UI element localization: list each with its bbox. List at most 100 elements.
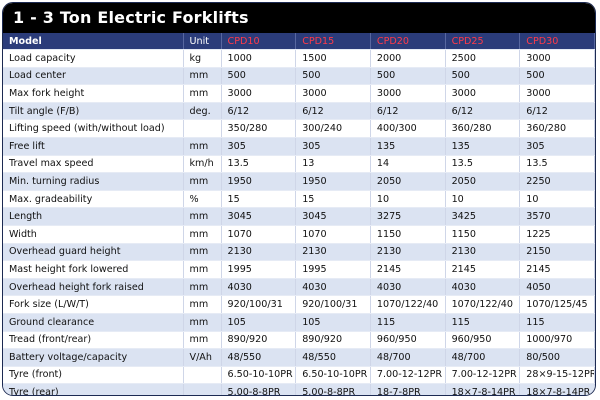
spec-value: 2000 (370, 49, 446, 68)
spec-value: 115 (370, 313, 446, 332)
table-row: Length mm 3045 3045 3275 3425 3570 (3, 207, 595, 226)
spec-sheet: 1 - 3 Ton Electric Forklifts Model Unit … (2, 2, 596, 396)
spec-value: 3425 (445, 207, 521, 226)
table-row: Battery voltage/capacity V/Ah 48/550 48/550… (3, 348, 595, 367)
spec-value: 960/950 (445, 331, 521, 350)
spec-value: 6.50-10-10PR (295, 366, 371, 385)
table-row: Lifting speed (with/without load) 350/280… (3, 119, 595, 138)
spec-value: 1070/125/45 (519, 295, 595, 314)
spec-value: 360/280 (519, 119, 595, 138)
spec-value: 2500 (445, 49, 521, 68)
spec-unit: V/Ah (183, 348, 222, 367)
table-row: Tyre (front) 6.50-10-10PR 6.50-10-10PR 7.00… (3, 366, 595, 385)
spec-unit: mm (183, 84, 222, 103)
spec-value: 890/920 (221, 331, 297, 350)
spec-value: 4030 (221, 278, 297, 297)
table-row: Max fork height mm 3000 3000 3000 3000 3000 (3, 84, 595, 103)
spec-value: 305 (221, 137, 297, 156)
table-row: Mast height fork lowered mm 1995 1995 2145 21… (3, 260, 595, 279)
spec-value: 28×9-15-12PR (519, 366, 595, 385)
table-row: Travel max speed km/h 13.5 13 14 13.5 13.5 (3, 155, 595, 174)
spec-value: 960/950 (370, 331, 446, 350)
spec-value: 6/12 (519, 102, 595, 121)
spec-value: 105 (221, 313, 297, 332)
spec-value: 3000 (519, 84, 595, 103)
model-column-header: CPD15 (295, 33, 371, 50)
table-row: Min. turning radius mm 1950 1950 2050 2050 225… (3, 172, 595, 191)
model-header: Model (3, 33, 184, 50)
spec-value: 2250 (519, 172, 595, 191)
spec-value: 920/100/31 (221, 295, 297, 314)
spec-value: 2130 (370, 243, 446, 262)
spec-value: 2130 (445, 243, 521, 262)
spec-value: 1000 (221, 49, 297, 68)
table-row: Overhead height fork raised mm 4030 4030 403… (3, 278, 595, 297)
spec-value: 2150 (519, 243, 595, 262)
spec-value: 5.00-8-8PR (221, 383, 297, 395)
spec-label: Max fork height (3, 84, 184, 103)
table-row: Tread (front/rear) mm 890/920 890/920 960/95… (3, 331, 595, 350)
spec-value: 6/12 (295, 102, 371, 121)
spec-value: 48/700 (445, 348, 521, 367)
spec-label: Travel max speed (3, 155, 184, 174)
spec-value: 115 (445, 313, 521, 332)
spec-value: 500 (370, 67, 446, 86)
spec-value: 2050 (370, 172, 446, 191)
spec-unit: km/h (183, 155, 222, 174)
spec-unit: deg. (183, 102, 222, 121)
spec-value: 7.00-12-12PR (370, 366, 446, 385)
table-row: Fork size (L/W/T) mm 920/100/31 920/100/31 1… (3, 295, 595, 314)
spec-label: Load capacity (3, 49, 184, 68)
spec-value: 18×7-8-14PR (445, 383, 521, 395)
spec-value: 360/280 (445, 119, 521, 138)
spec-value: 13.5 (221, 155, 297, 174)
spec-unit: mm (183, 331, 222, 350)
spec-value: 890/920 (295, 331, 371, 350)
spec-value: 48/550 (221, 348, 297, 367)
spec-value: 135 (370, 137, 446, 156)
table-row: Max. gradeability% 15 15 10 10 10 (3, 190, 595, 209)
spec-unit: mm (183, 207, 222, 226)
spec-value: 500 (519, 67, 595, 86)
spec-value: 135 (445, 137, 521, 156)
spec-value: 3570 (519, 207, 595, 226)
spec-unit (183, 383, 222, 395)
spec-value: 3000 (221, 84, 297, 103)
spec-value: 4030 (295, 278, 371, 297)
spec-value: 1070/122/40 (370, 295, 446, 314)
spec-value: 3045 (295, 207, 371, 226)
spec-value: 6.50-10-10PR (221, 366, 297, 385)
spec-value: 6/12 (445, 102, 521, 121)
spec-value: 3000 (295, 84, 371, 103)
spec-value: 1950 (221, 172, 297, 191)
spec-unit: mm (183, 260, 222, 279)
spec-value: 18×7-8-14PR (519, 383, 595, 395)
spec-value: 1950 (295, 172, 371, 191)
table-row: Load center mm 500 500 500 500 500 (3, 67, 595, 86)
spec-unit (183, 119, 222, 138)
spec-unit (183, 366, 222, 385)
table-row: Overhead guard height mm 2130 2130 2130 2130 2… (3, 243, 595, 262)
spec-value: 2050 (445, 172, 521, 191)
spec-label: Free lift (3, 137, 184, 156)
spec-value: 80/500 (519, 348, 595, 367)
spec-value: 105 (295, 313, 371, 332)
spec-value: 3000 (445, 84, 521, 103)
spec-label: Load center (3, 67, 184, 86)
spec-value: 1995 (295, 260, 371, 279)
spec-value: 1225 (519, 225, 595, 244)
table-row: Free lift mm 305 305 135 135 305 (3, 137, 595, 156)
spec-value: 15 (295, 190, 371, 209)
spec-value: 1150 (445, 225, 521, 244)
spec-value: 1150 (370, 225, 446, 244)
spec-unit: mm (183, 313, 222, 332)
spec-value: 13.5 (519, 155, 595, 174)
spec-value: 2145 (445, 260, 521, 279)
spec-value: 1070 (221, 225, 297, 244)
spec-label: Width (3, 225, 184, 244)
table-row: Load capacity kg 1000 1500 2000 2500 3000 (3, 49, 595, 68)
spec-value: 3000 (519, 49, 595, 68)
page-title: 1 - 3 Ton Electric Forklifts (3, 3, 595, 33)
spec-value: 2145 (370, 260, 446, 279)
spec-label: Max. gradeability (3, 190, 184, 209)
